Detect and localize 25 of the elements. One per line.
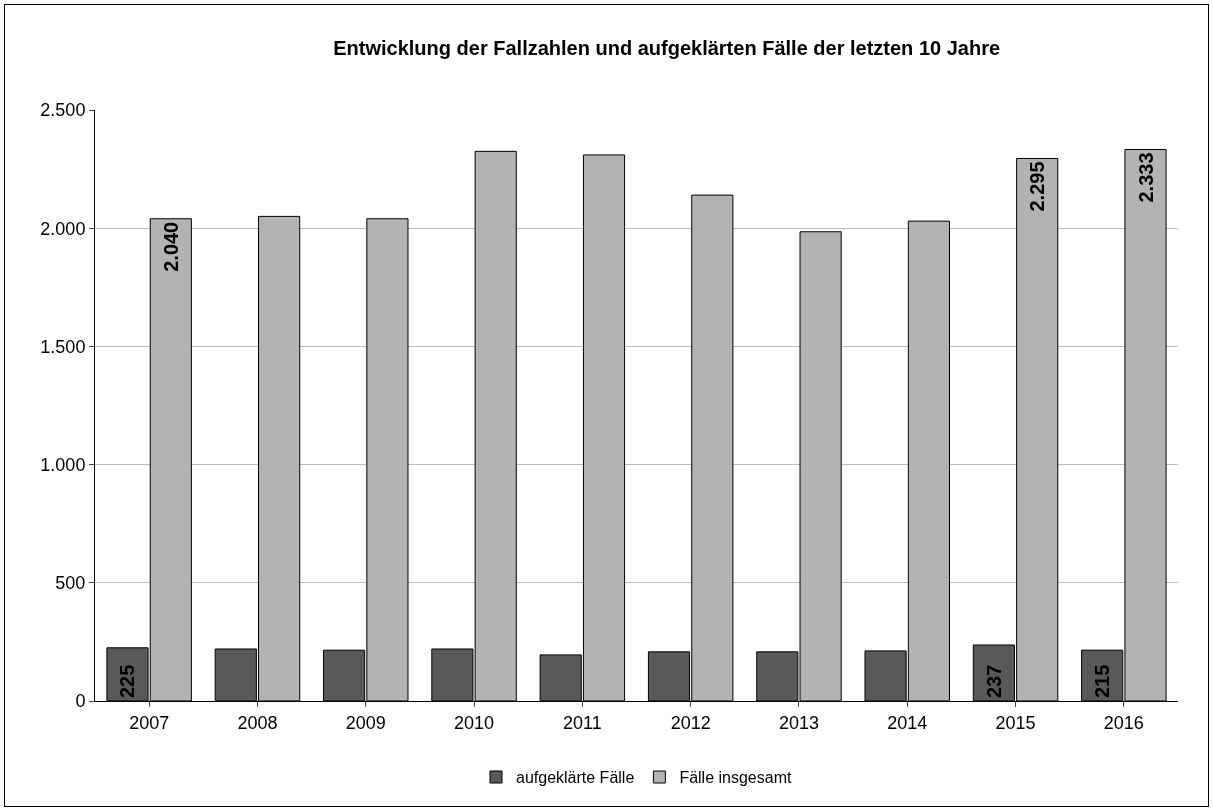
data-label: 215 xyxy=(1091,664,1114,698)
y-tick-label: 0 xyxy=(75,691,86,712)
y-tick-label: 2.000 xyxy=(40,218,86,239)
x-tick-label: 2014 xyxy=(887,712,928,733)
data-label: 225 xyxy=(116,664,139,698)
x-tick-label: 2010 xyxy=(454,712,495,733)
y-tick-label: 500 xyxy=(55,573,86,594)
x-tick-label: 2007 xyxy=(129,712,170,733)
x-tick-label: 2016 xyxy=(1103,712,1144,733)
chart-title: Entwicklung der Fallzahlen und aufgeklärten Fälle der letzten 10 Jahre xyxy=(333,37,1001,60)
x-tick-label: 2008 xyxy=(237,712,278,733)
data-label: 2.333 xyxy=(1134,152,1157,203)
x-tick-label: 2011 xyxy=(562,712,602,733)
x-tick-label: 2012 xyxy=(670,712,711,733)
x-tick-label: 2015 xyxy=(995,712,1036,733)
y-tick-label: 1.000 xyxy=(40,454,86,475)
data-label: 237 xyxy=(982,664,1005,698)
data-label: 2.295 xyxy=(1026,161,1049,212)
legend-label: Fälle insgesamt xyxy=(679,769,792,787)
x-tick-label: 2009 xyxy=(345,712,386,733)
y-tick-label: 2.500 xyxy=(40,100,86,121)
y-tick-label: 1.500 xyxy=(40,336,86,357)
data-label: 2.040 xyxy=(159,221,182,272)
legend-label: aufgeklärte Fälle xyxy=(516,769,635,787)
x-tick-label: 2013 xyxy=(778,712,819,733)
